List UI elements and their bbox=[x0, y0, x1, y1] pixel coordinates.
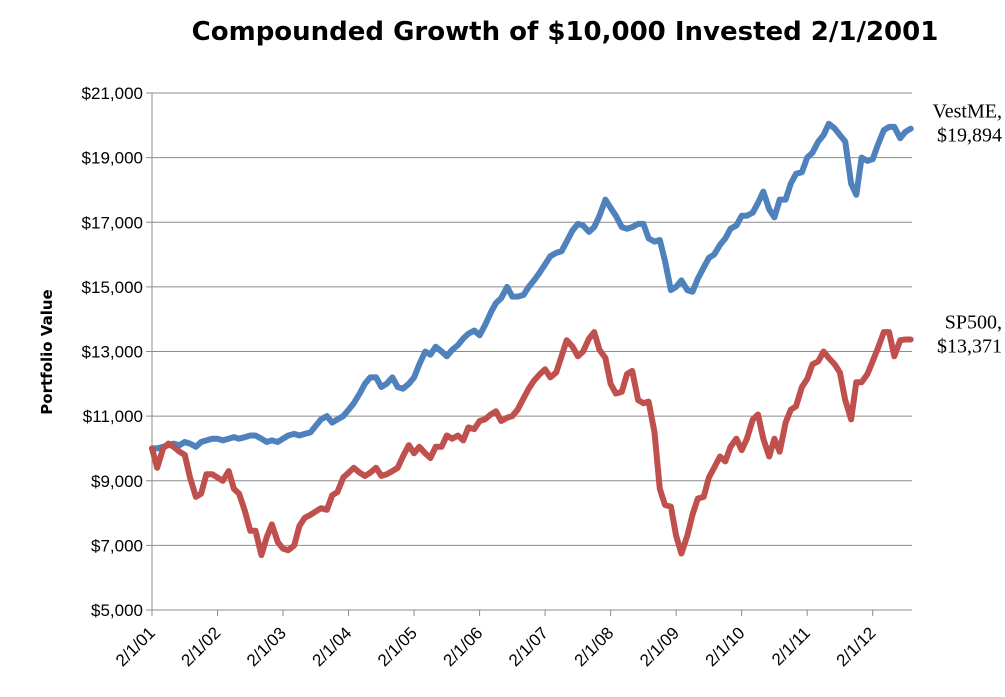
y-tick-label: $13,000 bbox=[82, 343, 143, 362]
x-tick-label: 2/1/09 bbox=[636, 623, 683, 670]
x-tick-label: 2/1/07 bbox=[505, 623, 552, 670]
x-tick-label: 2/1/12 bbox=[833, 623, 880, 670]
y-tick-labels: $5,000 $7,000 $9,000 $11,000 $13,000 $15,000 $… bbox=[82, 84, 143, 620]
x-tick-label: 2/1/01 bbox=[112, 623, 159, 670]
series-line-sp500 bbox=[149, 329, 914, 559]
y-tick-label: $19,000 bbox=[82, 149, 143, 168]
y-tick-label: $17,000 bbox=[82, 213, 143, 232]
series-lines bbox=[149, 120, 914, 559]
series-end-labels: VestME,$19,894 SP500,$13,371 bbox=[933, 101, 1002, 358]
x-tick-label: 2/1/08 bbox=[571, 623, 618, 670]
series-end-label-name: VestME, bbox=[933, 101, 1002, 123]
series-end-label-value: $13,371 bbox=[937, 336, 1002, 358]
x-tick-label: 2/1/10 bbox=[702, 623, 749, 670]
y-tick-label: $5,000 bbox=[91, 601, 143, 620]
chart-title: Compounded Growth of $10,000 Invested 2/… bbox=[192, 17, 939, 47]
gridlines bbox=[152, 92, 912, 546]
x-tick-label: 2/1/03 bbox=[243, 623, 290, 670]
x-tick-labels: 2/1/01 2/1/02 2/1/03 2/1/04 2/1/05 2/1/06 2/1/… bbox=[112, 623, 880, 670]
axes bbox=[146, 92, 912, 616]
series-line-vestme bbox=[149, 120, 914, 452]
x-tick-label: 2/1/11 bbox=[768, 623, 814, 669]
y-axis-label: Portfolio Value bbox=[38, 289, 56, 414]
series-end-label-name: SP500, bbox=[945, 312, 1002, 334]
series-end-label-value: $19,894 bbox=[937, 125, 1002, 147]
y-tick-label: $21,000 bbox=[82, 84, 143, 103]
y-tick-label: $7,000 bbox=[91, 536, 143, 555]
x-tick-label: 2/1/06 bbox=[440, 623, 487, 670]
y-tick-label: $11,000 bbox=[83, 407, 143, 426]
x-tick-label: 2/1/04 bbox=[309, 623, 356, 670]
x-tick-label: 2/1/05 bbox=[374, 623, 421, 670]
y-tick-label: $9,000 bbox=[91, 472, 143, 491]
y-tick-label: $15,000 bbox=[82, 278, 143, 297]
x-tick-label: 2/1/02 bbox=[177, 623, 224, 670]
